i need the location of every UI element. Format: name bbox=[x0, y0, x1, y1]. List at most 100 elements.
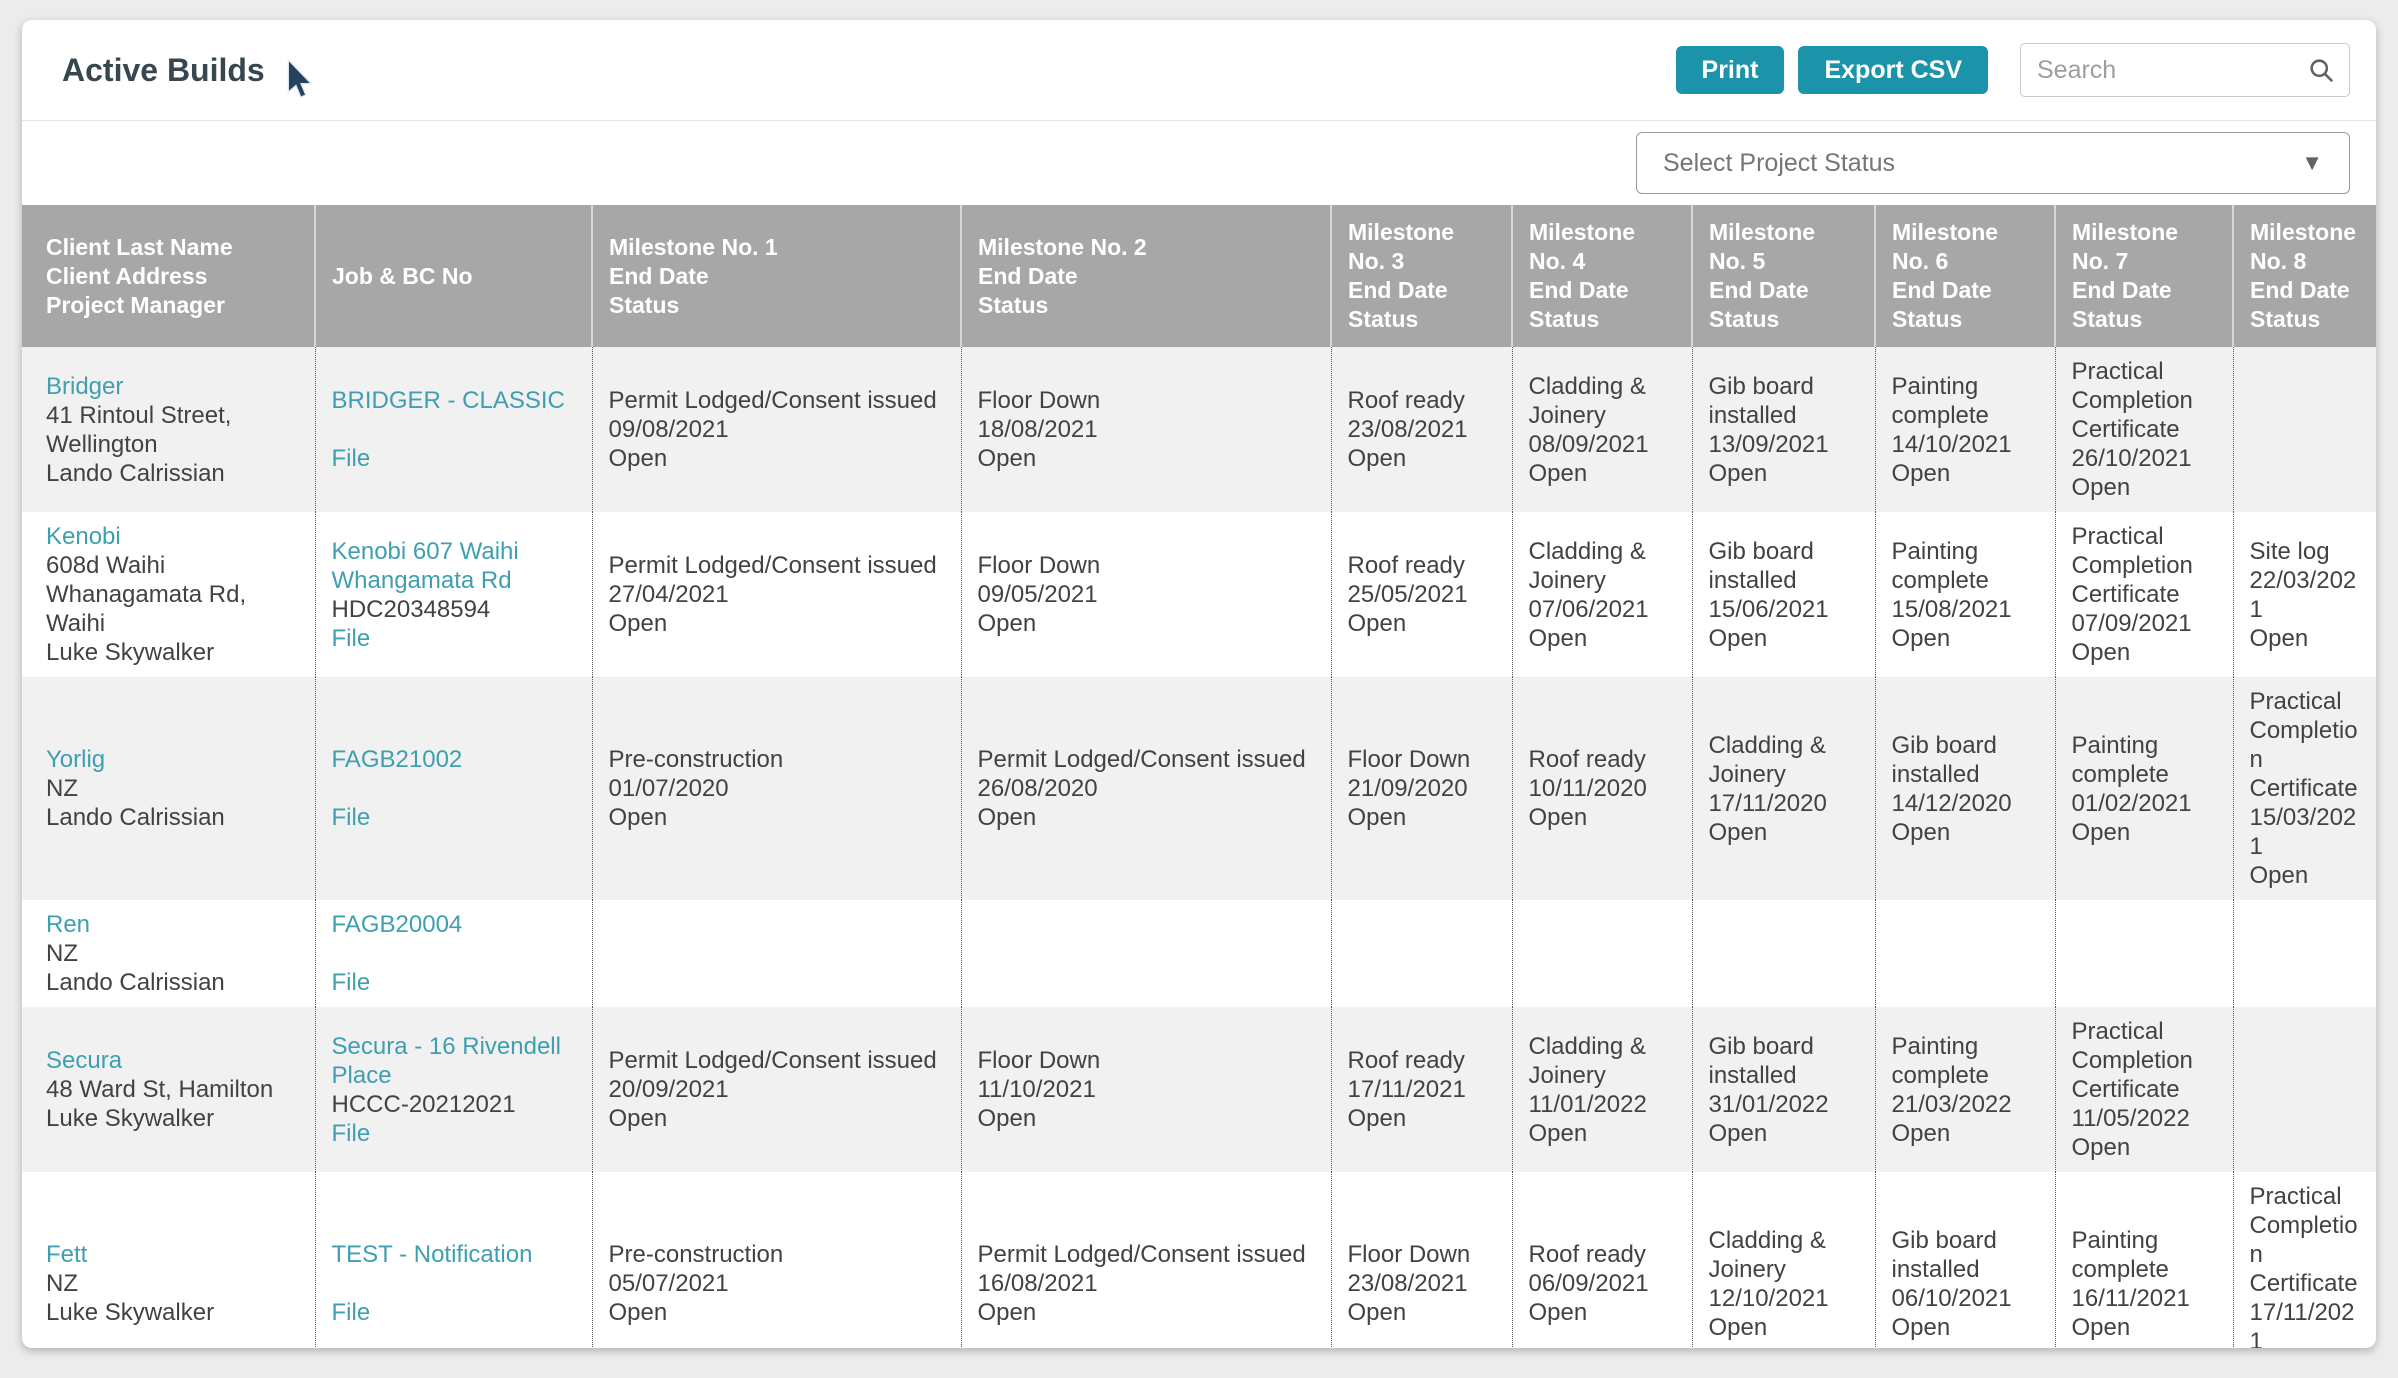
milestone-cell: Permit Lodged/Consent issued 26/08/2020 Op… bbox=[960, 677, 1331, 900]
milestone-status: Open bbox=[1891, 459, 1951, 487]
milestone-status: Open bbox=[977, 610, 1037, 637]
client-name-link[interactable]: Bridger bbox=[46, 372, 124, 400]
milestone-status: Open bbox=[2071, 1313, 2131, 1341]
column-header-line: Milestone No. 7 bbox=[2072, 219, 2179, 274]
milestone-status: Open bbox=[608, 1105, 668, 1132]
header-actions: Print Export CSV bbox=[1662, 43, 2350, 97]
milestone-cell: Permit Lodged/Consent issued 16/08/2021 Op… bbox=[960, 1172, 1331, 1348]
milestone-status: Open bbox=[2249, 624, 2309, 652]
job-link[interactable]: FAGB21002 bbox=[331, 746, 463, 773]
chevron-down-icon: ▼ bbox=[2301, 150, 2323, 175]
milestone-status: Open bbox=[1708, 459, 1768, 487]
print-button[interactable]: Print bbox=[1675, 46, 1785, 94]
milestone-date: 07/09/2021 bbox=[2071, 610, 2192, 637]
milestone-label: Practical Completion Certificate bbox=[2071, 1018, 2193, 1103]
client-address: 608d Waihi Whanagamata Rd, Waihi bbox=[46, 552, 247, 637]
column-header-line: End Date bbox=[2250, 277, 2350, 303]
milestone-label: Cladding & Joinery bbox=[1708, 1226, 1826, 1283]
job-link[interactable]: BRIDGER - CLASSIC bbox=[331, 387, 565, 414]
column-header-line: Status bbox=[1709, 306, 1780, 332]
client-name-link[interactable]: Fett bbox=[46, 1241, 88, 1268]
client-cell: Ren NZ Lando Calrissian bbox=[22, 900, 315, 1007]
column-header: Milestone No. 2 End Date Status bbox=[960, 205, 1331, 347]
milestone-cell: Practical Completion Certificate 11/05/20… bbox=[2054, 1007, 2233, 1172]
milestone-date: 13/09/2021 bbox=[1708, 430, 1829, 458]
table-row: Secura 48 Ward St, Hamilton Luke Skywalker… bbox=[22, 1007, 2376, 1172]
file-link[interactable]: File bbox=[331, 1299, 371, 1326]
column-header-line: Milestone No. 1 bbox=[609, 233, 778, 260]
milestone-date: 07/06/2021 bbox=[1528, 595, 1649, 623]
client-cell: Kenobi 608d Waihi Whanagamata Rd, Waihi Lu… bbox=[22, 512, 315, 677]
column-header-line: Client Last Name bbox=[46, 233, 233, 260]
column-header-line: End Date bbox=[1892, 277, 1992, 303]
milestone-label: Permit Lodged/Consent issued bbox=[608, 387, 937, 414]
column-header: Milestone No. 1 End Date Status bbox=[591, 205, 961, 347]
client-name-link[interactable]: Secura bbox=[46, 1047, 123, 1074]
client-name-link[interactable]: Kenobi bbox=[46, 523, 121, 550]
milestone-status: Open bbox=[1891, 1119, 1951, 1147]
search-icon bbox=[2310, 59, 2333, 82]
milestone-cell: Permit Lodged/Consent issued 27/04/2021 Op… bbox=[591, 512, 961, 677]
bc-number bbox=[332, 774, 576, 803]
export-csv-button[interactable]: Export CSV bbox=[1798, 46, 1988, 94]
milestone-date: 06/10/2021 bbox=[1891, 1284, 2012, 1312]
search-input[interactable] bbox=[2035, 54, 2307, 86]
job-link[interactable]: Kenobi 607 Waihi Whangamata Rd bbox=[331, 537, 519, 594]
milestone-status: Open bbox=[1347, 1299, 1407, 1326]
milestone-date: 12/10/2021 bbox=[1708, 1284, 1829, 1312]
milestone-label: Pre-construction bbox=[608, 746, 784, 773]
file-link[interactable]: File bbox=[331, 1119, 371, 1147]
milestone-status: Open bbox=[1708, 1119, 1768, 1147]
job-link[interactable]: TEST - Notification bbox=[331, 1241, 533, 1268]
column-header-line: Status bbox=[2250, 306, 2321, 332]
milestone-status: Open bbox=[1347, 1105, 1407, 1132]
column-header-line: End Date bbox=[609, 262, 709, 289]
milestone-cell: Gib board installed 31/01/2022 Open bbox=[1691, 1007, 1875, 1172]
milestone-label: Painting complete bbox=[1891, 537, 1989, 594]
milestone-status: Open bbox=[2249, 862, 2309, 889]
milestone-cell: Painting complete 15/08/2021 Open bbox=[1874, 512, 2055, 677]
milestone-cell: Gib board installed 13/09/2021 Open bbox=[1691, 347, 1875, 512]
milestone-cell: Cladding & Joinery 11/01/2022 Open bbox=[1511, 1007, 1692, 1172]
milestone-cell bbox=[591, 900, 961, 1007]
milestone-label: Practical Completion Certificate bbox=[2071, 523, 2193, 608]
milestone-date: 01/02/2021 bbox=[2071, 789, 2192, 817]
column-header-line: Status bbox=[2072, 306, 2143, 332]
client-name-link[interactable]: Yorlig bbox=[46, 746, 106, 773]
page-title: Active Builds bbox=[62, 51, 265, 88]
milestone-cell: Practical Completion Certificate 07/09/20… bbox=[2054, 512, 2233, 677]
column-header: Milestone No. 4 End Date Status bbox=[1511, 205, 1692, 347]
client-cell: Yorlig NZ Lando Calrissian bbox=[22, 677, 315, 900]
column-header-line: Milestone No. 8 bbox=[2250, 219, 2357, 274]
job-link[interactable]: FAGB20004 bbox=[331, 911, 463, 938]
search-box[interactable] bbox=[2020, 43, 2350, 97]
milestone-status: Open bbox=[1528, 459, 1588, 487]
filter-row: Select Project Status ▼ bbox=[22, 121, 2376, 205]
milestone-cell: Pre-construction 01/07/2020 Open bbox=[591, 677, 961, 900]
milestone-cell: Site log 22/03/2021 Open bbox=[2232, 512, 2376, 677]
milestone-cell: Painting complete 14/10/2021 Open bbox=[1874, 347, 2055, 512]
file-link[interactable]: File bbox=[331, 804, 371, 831]
milestone-date: 23/08/2021 bbox=[1347, 416, 1468, 443]
file-link[interactable]: File bbox=[331, 445, 371, 472]
milestone-label: Permit Lodged/Consent issued bbox=[977, 1241, 1306, 1268]
milestone-label: Site log bbox=[2249, 537, 2330, 565]
milestone-cell: Roof ready 23/08/2021 Open bbox=[1330, 347, 1512, 512]
milestone-cell: Cladding & Joinery 07/06/2021 Open bbox=[1511, 512, 1692, 677]
milestone-cell: Painting complete 21/03/2022 Open bbox=[1874, 1007, 2055, 1172]
project-status-dropdown[interactable]: Select Project Status ▼ bbox=[1636, 132, 2350, 194]
client-cell: Bridger 41 Rintoul Street, Wellington Land… bbox=[22, 347, 315, 512]
milestone-cell: Floor Down 09/05/2021 Open bbox=[960, 512, 1331, 677]
project-manager: Lando Calrissian bbox=[46, 804, 225, 831]
client-name-link[interactable]: Ren bbox=[46, 911, 91, 938]
milestone-cell: Gib board installed 06/10/2021 Open bbox=[1874, 1172, 2055, 1348]
milestone-label: Gib board installed bbox=[1891, 1226, 1997, 1283]
file-link[interactable]: File bbox=[331, 624, 371, 652]
milestone-label: Roof ready bbox=[1347, 387, 1465, 414]
job-link[interactable]: Secura - 16 Rivendell Place bbox=[331, 1032, 561, 1089]
file-link[interactable]: File bbox=[331, 969, 371, 996]
milestone-date: 26/08/2020 bbox=[977, 775, 1098, 802]
milestone-label: Floor Down bbox=[977, 387, 1101, 414]
bc-number: HCCC-20212021 bbox=[331, 1090, 516, 1118]
milestone-label: Floor Down bbox=[1347, 746, 1471, 773]
